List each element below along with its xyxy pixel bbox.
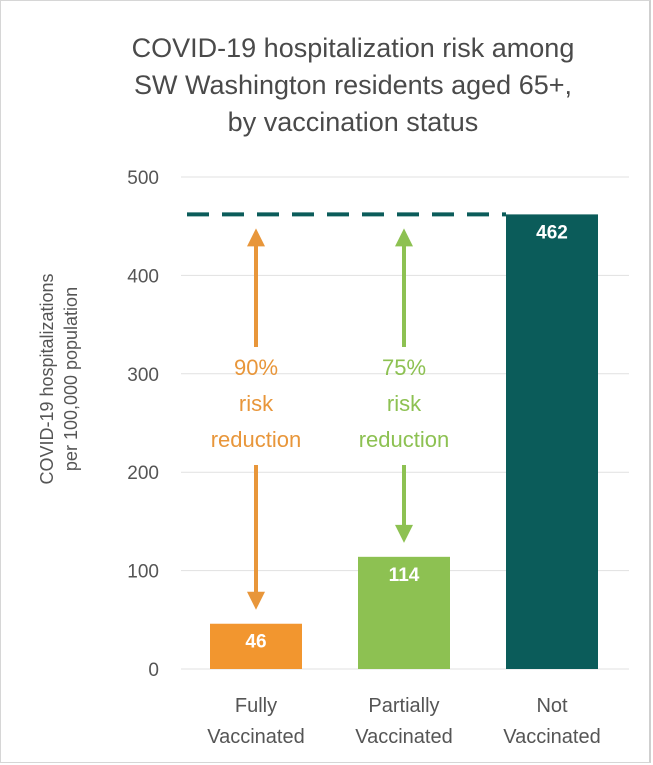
- y-axis-label-line: COVID-19 hospitalizations: [37, 273, 57, 484]
- chart-title: COVID-19 hospitalization risk among SW W…: [132, 33, 575, 137]
- arrow-head-down: [395, 524, 413, 543]
- y-axis-label-line: per 100,000 population: [61, 287, 81, 471]
- data-label: 46: [245, 632, 266, 653]
- y-tick-label: 0: [148, 660, 159, 681]
- x-category-label: Partially: [368, 695, 439, 717]
- annotation-text: reduction: [359, 427, 450, 452]
- title-line: by vaccination status: [228, 107, 479, 137]
- annotation-text: reduction: [211, 427, 302, 452]
- y-tick-label: 200: [127, 463, 159, 484]
- y-axis-ticks: 0 100 200 300 400 500: [127, 168, 159, 681]
- bar: [358, 556, 450, 669]
- x-category-label: Fully: [235, 695, 277, 717]
- x-category-label: Vaccinated: [355, 726, 452, 748]
- x-category-label: Not: [536, 695, 568, 717]
- title-line: COVID-19 hospitalization risk among: [132, 33, 575, 63]
- annotation-text: risk: [239, 391, 274, 416]
- y-tick-label: 300: [127, 365, 159, 386]
- y-tick-label: 100: [127, 562, 159, 583]
- y-axis-label: COVID-19 hospitalizations per 100,000 po…: [37, 273, 81, 484]
- risk-reduction-annotation: 75% risk reduction: [359, 228, 450, 543]
- annotations: 90% risk reduction 75% risk reduction: [211, 228, 450, 610]
- risk-reduction-annotation: 90% risk reduction: [211, 228, 302, 610]
- annotation-text: 75%: [382, 355, 426, 380]
- x-category-label: Vaccinated: [503, 726, 600, 748]
- arrow-head-up: [395, 228, 413, 247]
- data-label: 462: [536, 222, 568, 243]
- arrow-head-up: [247, 228, 265, 247]
- annotation-text: risk: [387, 391, 422, 416]
- arrow-head-down: [247, 591, 265, 610]
- y-tick-label: 500: [127, 168, 159, 189]
- bar: [210, 623, 302, 669]
- x-axis-categories: Fully Vaccinated Partially Vaccinated Not Vac…: [207, 695, 600, 748]
- x-category-label: Vaccinated: [207, 726, 304, 748]
- y-tick-label: 400: [127, 266, 159, 287]
- annotation-text: 90%: [234, 355, 278, 380]
- bars: 46 114 462: [210, 214, 598, 669]
- bar: [506, 214, 598, 669]
- data-label: 114: [389, 565, 420, 586]
- title-line: SW Washington residents aged 65+,: [134, 70, 572, 100]
